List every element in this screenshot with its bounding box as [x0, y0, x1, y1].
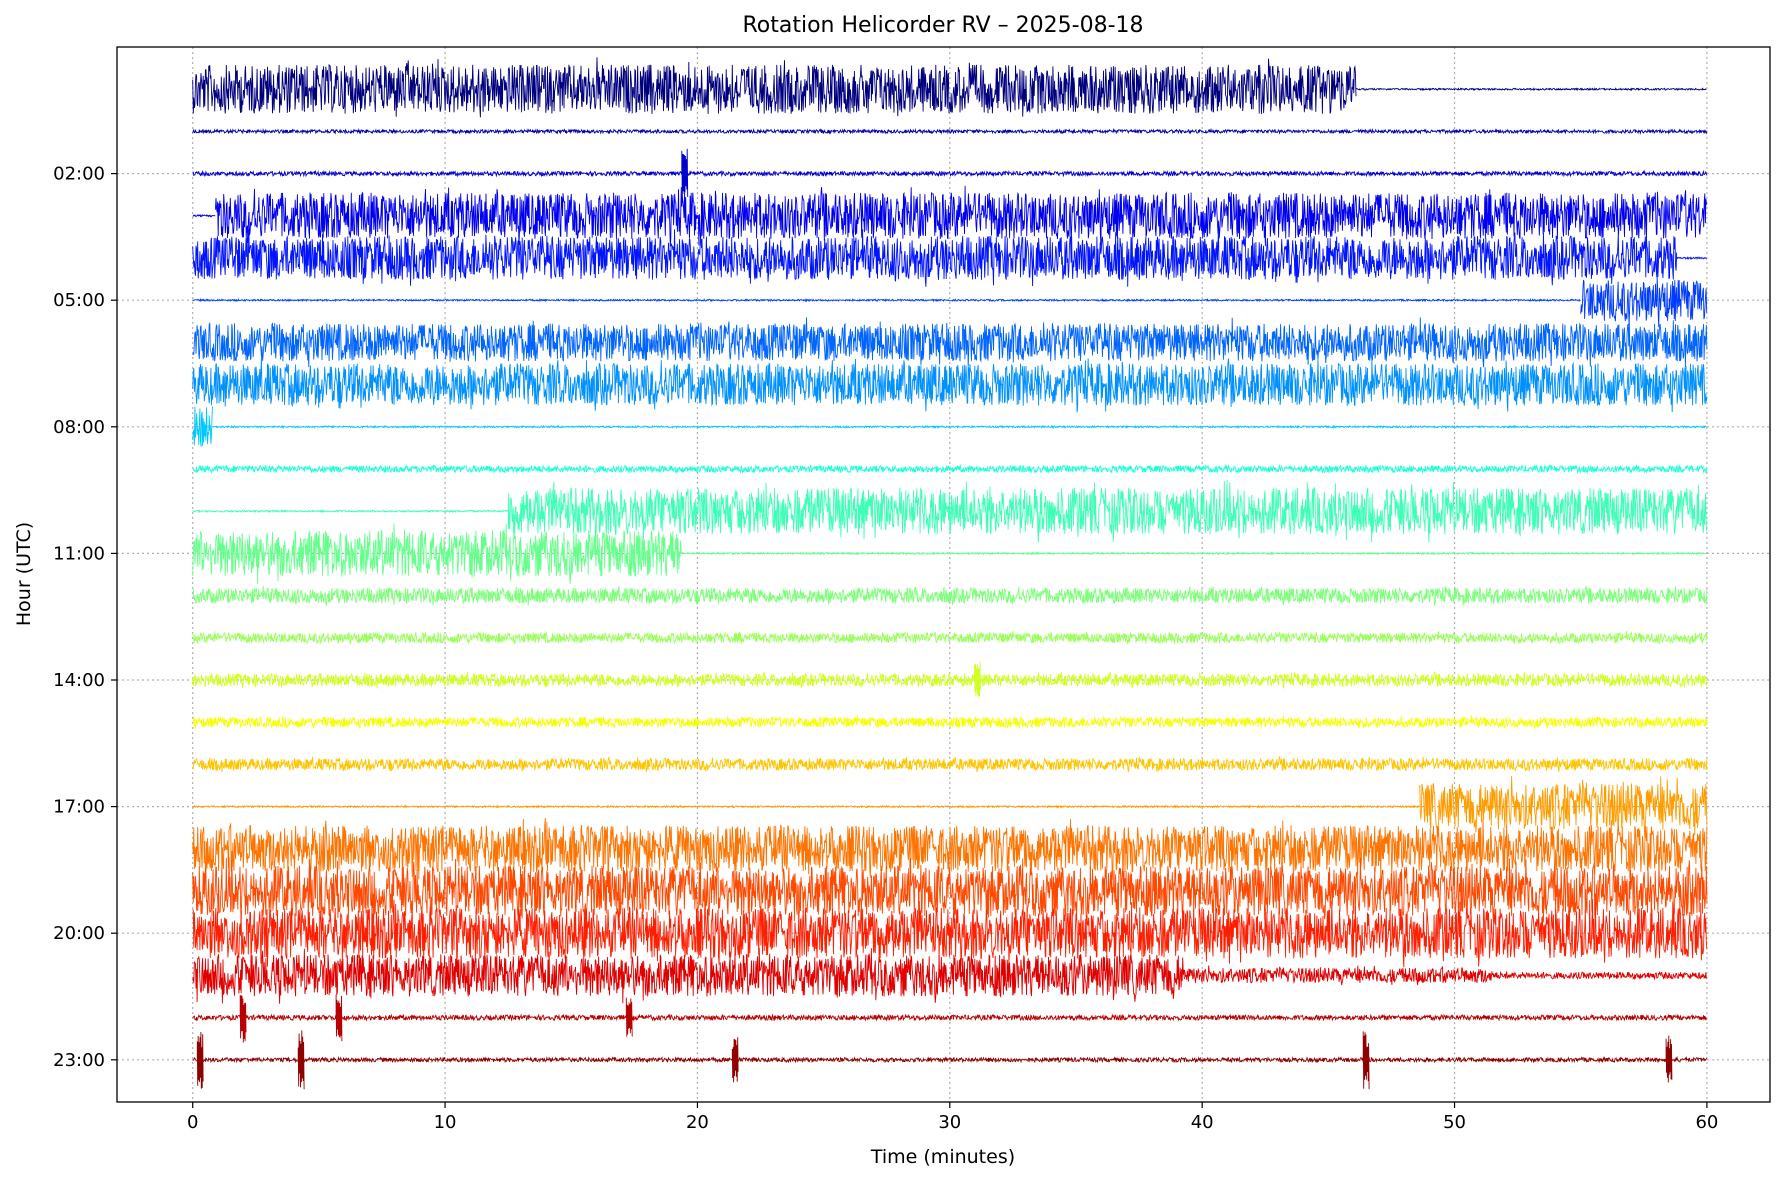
- x-tick-label: 10: [434, 1112, 457, 1133]
- y-tick-label: 20:00: [53, 923, 105, 944]
- trace-hour-9: [192, 463, 1708, 474]
- trace-hour-8: [192, 406, 1707, 447]
- x-tick-label: 30: [938, 1112, 961, 1133]
- trace-hour-12: [192, 585, 1708, 606]
- trace-hour-3: [192, 185, 1707, 247]
- trace-hour-15: [192, 715, 1708, 729]
- ticks: 0 10 20 30 40 50 60 02:00 05:00 08:00 11:00 14:00 17…: [53, 164, 1718, 1133]
- trace-hour-21: [192, 947, 1708, 1004]
- trace-hour-22: [192, 994, 1708, 1043]
- y-tick-label: 23:00: [53, 1050, 105, 1071]
- y-axis-label: Hour (UTC): [13, 522, 35, 626]
- trace-hour-11: [192, 523, 1707, 585]
- trace-hour-1: [192, 127, 1708, 135]
- x-tick-label: 60: [1695, 1112, 1718, 1133]
- trace-hour-2: [192, 148, 1708, 199]
- trace-hour-14: [192, 661, 1708, 698]
- chart-title: Rotation Helicorder RV – 2025-08-18: [742, 13, 1143, 38]
- trace-hour-4: [192, 229, 1707, 287]
- y-tick-label: 08:00: [53, 417, 105, 438]
- trace-hour-13: [192, 630, 1708, 645]
- x-tick-label: 20: [686, 1112, 709, 1133]
- trace-hour-6: [192, 317, 1708, 368]
- trace-hour-19: [192, 856, 1708, 926]
- y-tick-label: 05:00: [53, 290, 105, 311]
- trace-hour-17: [192, 776, 1708, 837]
- trace-hour-23: [192, 1030, 1708, 1090]
- trace-hour-20: [192, 899, 1708, 968]
- trace-hour-16: [192, 755, 1708, 773]
- y-tick-label: 11:00: [53, 543, 105, 564]
- y-tick-label: 02:00: [53, 164, 105, 185]
- y-tick-label: 17:00: [53, 797, 105, 818]
- y-tick-label: 14:00: [53, 670, 105, 691]
- trace-hour-0: [192, 57, 1707, 118]
- x-tick-label: 40: [1191, 1112, 1214, 1133]
- trace-hour-18: [192, 818, 1708, 881]
- trace-hour-5: [192, 276, 1708, 328]
- plot-frame: [116, 46, 1771, 1103]
- trace-hour-10: [192, 479, 1708, 543]
- x-axis-label: Time (minutes): [870, 1146, 1015, 1168]
- traces: [192, 57, 1708, 1090]
- trace-hour-7: [192, 357, 1708, 413]
- x-tick-label: 0: [187, 1112, 198, 1133]
- x-tick-label: 50: [1443, 1112, 1466, 1133]
